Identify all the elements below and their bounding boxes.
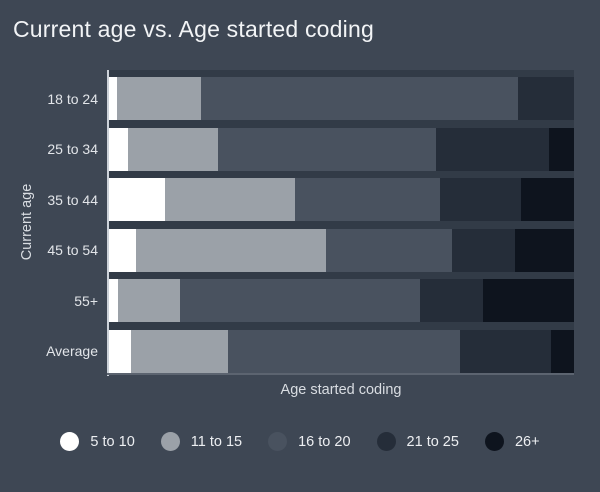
bar-segment-55-5-to-10[interactable] [109,279,118,322]
legend-swatch-icon [160,432,180,451]
bar-segment-25-to-34-26[interactable] [548,127,574,171]
bar-segment-18-to-24-21-to-25[interactable] [518,77,574,120]
legend-item-21-to-25[interactable]: 21 to 25 [376,432,459,451]
x-axis-line [107,373,574,375]
bar-segment-55-11-to-15[interactable] [117,279,180,322]
legend-label: 5 to 10 [90,433,135,450]
bar-segment-55-26[interactable] [483,279,574,322]
y-tick-label-45-to-54: 45 to 54 [47,242,98,258]
y-tick-label-average: Average [46,343,98,359]
legend-label: 11 to 15 [190,433,243,450]
bar-segment-average-5-to-10[interactable] [109,329,131,373]
bar-segment-18-to-24-16-to-20[interactable] [201,77,519,120]
bar-segment-35-to-44-21-to-25[interactable] [440,178,521,221]
y-tick-label-55: 55+ [74,292,98,309]
bar-row-18-to-24 [109,77,574,120]
bar-segment-45-to-54-16-to-20[interactable] [325,228,453,272]
bar-row-55 [109,279,574,322]
legend-label: 26+ [514,433,540,450]
bar-segment-35-to-44-26[interactable] [520,178,574,221]
bar-segment-18-to-24-11-to-15[interactable] [116,77,202,120]
x-axis-title: Age started coding [280,382,402,398]
legend-label: 21 to 25 [406,433,459,450]
bar-segment-55-16-to-20[interactable] [179,279,420,322]
y-axis-title: Current age [19,183,35,261]
bar-segment-35-to-44-5-to-10[interactable] [109,178,165,221]
bar-segment-45-to-54-5-to-10[interactable] [109,228,136,272]
bar-row-35-to-44 [109,178,574,221]
legend-swatch-icon [268,432,288,451]
bar-segment-35-to-44-11-to-15[interactable] [164,178,295,221]
plot-area [109,70,574,373]
legend-item-16-to-20[interactable]: 16 to 20 [268,432,351,451]
bar-segment-average-11-to-15[interactable] [130,329,229,373]
bar-segment-25-to-34-11-to-15[interactable] [127,127,219,171]
bar-segment-18-to-24-5-to-10[interactable] [109,77,117,120]
legend-swatch-icon [60,432,80,451]
legend: 5 to 10 11 to 15 16 to 20 21 to 25 26+ [0,432,600,451]
bar-segment-25-to-34-21-to-25[interactable] [435,127,549,171]
chart-title: Current age vs. Age started coding [13,16,374,42]
legend-item-11-to-15[interactable]: 11 to 15 [160,432,243,451]
legend-item-26[interactable]: 26+ [484,432,540,451]
legend-label: 16 to 20 [298,433,351,450]
bar-segment-45-to-54-21-to-25[interactable] [452,228,516,272]
bar-row-25-to-34 [109,127,574,171]
legend-swatch-icon [376,432,396,451]
bar-row-45-to-54 [109,228,574,272]
y-tick-label-35-to-44: 35 to 44 [47,191,98,208]
y-tick-label-18-to-24: 18 to 24 [47,90,98,107]
legend-swatch-icon [484,432,504,451]
bar-segment-25-to-34-5-to-10[interactable] [109,127,128,171]
y-tick-label-25-to-34: 25 to 34 [47,141,98,157]
bar-row-average [109,329,574,373]
bar-segment-45-to-54-26[interactable] [515,228,574,272]
y-axis-line [107,70,109,376]
bar-segment-55-21-to-25[interactable] [419,279,484,322]
bar-segment-average-21-to-25[interactable] [460,329,551,373]
bar-segment-average-16-to-20[interactable] [228,329,461,373]
bar-segment-25-to-34-16-to-20[interactable] [218,127,436,171]
bar-segment-35-to-44-16-to-20[interactable] [294,178,441,221]
bar-segment-45-to-54-11-to-15[interactable] [135,228,326,272]
legend-item-5-to-10[interactable]: 5 to 10 [60,432,135,451]
bar-segment-average-26[interactable] [550,329,574,373]
